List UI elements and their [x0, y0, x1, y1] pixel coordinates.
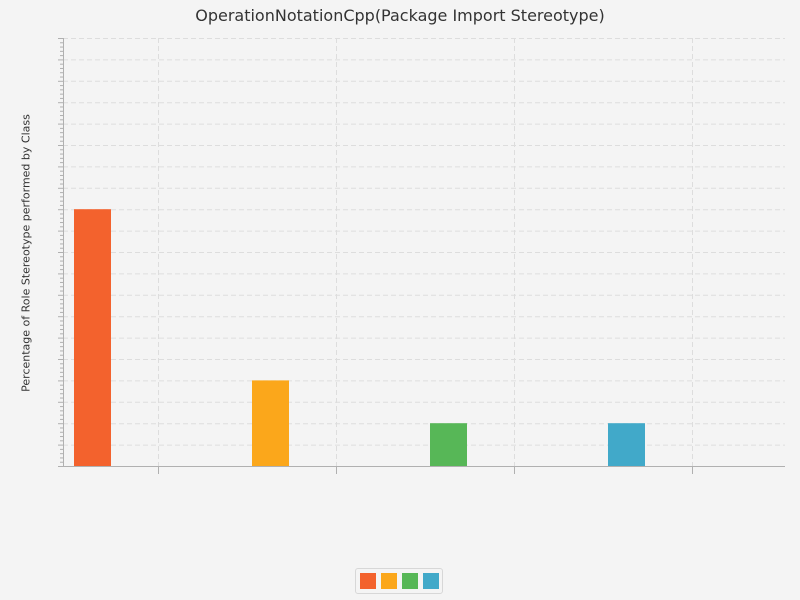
bar: [74, 209, 111, 466]
legend-swatch: [380, 573, 397, 589]
chart-title: OperationNotationCpp(Package Import Ster…: [195, 6, 605, 25]
legend-swatch: [359, 573, 376, 589]
grid: [63, 38, 785, 466]
bar: [252, 380, 289, 466]
legend-swatch: [401, 573, 418, 589]
legend: [355, 568, 443, 594]
bar: [430, 423, 467, 466]
bar: [608, 423, 645, 466]
axes: [58, 38, 785, 474]
legend-swatch: [422, 573, 439, 589]
bars: [74, 209, 645, 466]
